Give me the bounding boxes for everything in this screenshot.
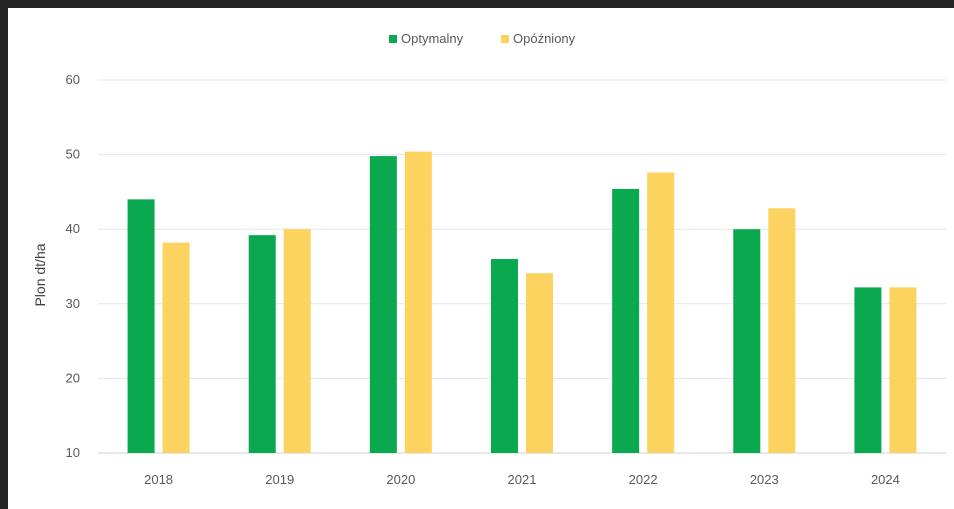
x-tick-label: 2023 <box>750 472 779 487</box>
bar-chart: 10 20 30 40 50 60 2018 2019 2020 2021 2022 2023 202… <box>32 31 946 487</box>
x-tick-label: 2019 <box>265 472 294 487</box>
bar-optymalny-2021 <box>491 259 518 453</box>
legend-label: Opóźniony <box>513 31 576 46</box>
y-tick-label: 20 <box>66 370 80 385</box>
bar-opóźniony-2018 <box>162 242 190 453</box>
bar-opóźniony-2024 <box>889 287 917 453</box>
legend-swatch-optymalny <box>389 35 397 43</box>
bar-opóźniony-2019 <box>283 229 311 453</box>
bar-opóźniony-2021 <box>526 273 553 453</box>
bar-opóźniony-2020 <box>404 151 432 453</box>
bar-optymalny-2020 <box>369 156 397 454</box>
x-axis-ticks: 2018 2019 2020 2021 2022 2023 2024 <box>144 472 900 487</box>
bar-opóźniony-2022 <box>647 172 675 453</box>
legend-swatch-opóźniony <box>501 35 509 43</box>
x-tick-label: 2022 <box>629 472 658 487</box>
x-tick-label: 2018 <box>144 472 173 487</box>
y-axis-ticks: 10 20 30 40 50 60 <box>66 72 80 460</box>
legend: Optymalny Opóźniony <box>389 31 576 46</box>
y-tick-label: 60 <box>66 72 80 87</box>
bar-optymalny-2024 <box>854 287 882 453</box>
x-tick-label: 2020 <box>386 472 415 487</box>
gridlines <box>98 79 946 454</box>
y-tick-label: 50 <box>66 147 80 162</box>
y-axis-title: Plon dt/ha <box>32 243 48 306</box>
y-tick-label: 40 <box>66 221 80 236</box>
bar-optymalny-2019 <box>248 235 276 453</box>
legend-label: Optymalny <box>401 31 464 46</box>
y-tick-label: 10 <box>66 445 80 460</box>
x-tick-label: 2021 <box>508 472 537 487</box>
bar-optymalny-2022 <box>612 188 640 453</box>
bar-optymalny-2023 <box>733 229 761 453</box>
x-tick-label: 2024 <box>871 472 900 487</box>
bar-optymalny-2018 <box>127 199 155 453</box>
y-tick-label: 30 <box>66 296 80 311</box>
chart-frame: 10 20 30 40 50 60 2018 2019 2020 2021 2022 2023 202… <box>8 8 954 509</box>
bars <box>127 151 917 454</box>
bar-opóźniony-2023 <box>768 208 796 453</box>
